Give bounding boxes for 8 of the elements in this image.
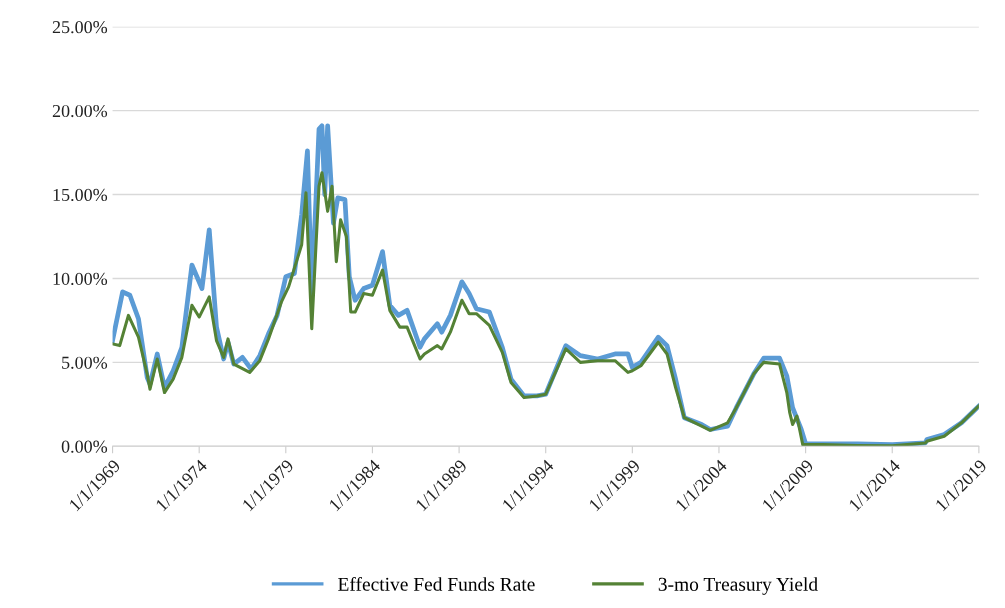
y-tick-label: 5.00% [62, 356, 108, 369]
legend-label: 3-mo Treasury Yield [658, 577, 818, 595]
y-tick-label: 25.00% [52, 21, 108, 34]
y-tick-label: 0.00% [61, 440, 108, 453]
y-tick-label: 20.00% [52, 104, 108, 118]
y-tick-label: 15.00% [53, 188, 108, 202]
legend-label: Effective Fed Funds Rate [338, 576, 535, 591]
y-tick-label: 10.00% [53, 272, 108, 285]
